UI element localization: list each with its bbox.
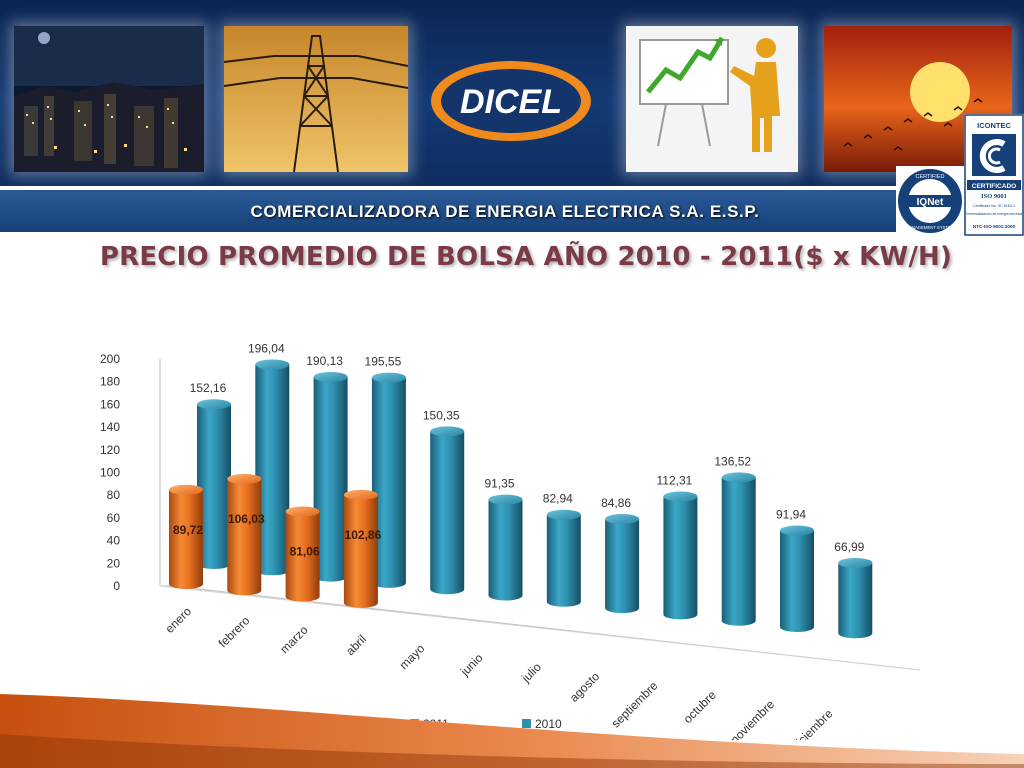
svg-text:ICONTEC: ICONTEC bbox=[977, 121, 1011, 130]
y-tick-label: 80 bbox=[107, 488, 121, 502]
svg-text:Comercialización de energía el: Comercialización de energía eléctrica bbox=[966, 212, 1023, 216]
data-label-2010: 112,31 bbox=[656, 473, 692, 487]
presenter-chart-photo bbox=[626, 26, 798, 172]
svg-text:ISO 9001: ISO 9001 bbox=[981, 193, 1007, 200]
data-label-2011: 106,03 bbox=[228, 512, 265, 526]
svg-text:Certificado No. SC 6183-1: Certificado No. SC 6183-1 bbox=[973, 204, 1015, 208]
y-tick-label: 40 bbox=[107, 534, 121, 548]
data-label-2010: 195,55 bbox=[365, 355, 402, 369]
y-tick-label: 180 bbox=[100, 375, 120, 389]
bar-2010 bbox=[780, 525, 814, 632]
data-label-2010: 66,99 bbox=[834, 540, 864, 554]
x-tick-label: junio bbox=[457, 650, 486, 679]
data-label-2010: 152,16 bbox=[190, 381, 227, 395]
y-tick-label: 120 bbox=[100, 443, 120, 457]
x-tick-label: mayo bbox=[397, 641, 428, 672]
svg-text:CERTIFICADO: CERTIFICADO bbox=[972, 183, 1016, 190]
data-label-2010: 136,52 bbox=[714, 454, 751, 468]
bar-2010 bbox=[546, 509, 581, 607]
bar-2011 bbox=[227, 473, 262, 596]
data-label-2011: 102,86 bbox=[345, 528, 382, 542]
data-label-2011: 89,72 bbox=[173, 523, 203, 537]
x-tick-label: julio bbox=[518, 660, 544, 686]
company-name: COMERCIALIZADORA DE ENERGIA ELECTRICA S.… bbox=[250, 202, 760, 221]
power-tower-photo bbox=[224, 26, 408, 172]
company-band: COMERCIALIZADORA DE ENERGIA ELECTRICA S.… bbox=[0, 190, 1024, 232]
header-divider bbox=[0, 186, 1024, 190]
bar-2010 bbox=[605, 513, 640, 614]
bar-2011 bbox=[169, 484, 203, 589]
bar-2010 bbox=[721, 472, 756, 626]
y-tick-label: 20 bbox=[107, 556, 121, 570]
svg-text:IQNet: IQNet bbox=[917, 197, 944, 208]
header-banner: DICEL bbox=[0, 0, 1024, 186]
bar-2010 bbox=[255, 359, 290, 576]
page-title: PRECIO PROMEDIO DE BOLSA AÑO 2010 - 2011… bbox=[99, 242, 953, 272]
data-label-2010: 82,94 bbox=[543, 492, 573, 506]
data-label-2011: 81,06 bbox=[290, 544, 320, 558]
y-tick-label: 100 bbox=[100, 466, 120, 480]
bar-2010 bbox=[430, 426, 465, 595]
legend-swatch bbox=[522, 719, 531, 728]
svg-text:MANAGEMENT SYSTEM: MANAGEMENT SYSTEM bbox=[906, 225, 955, 230]
x-tick-label: marzo bbox=[277, 623, 311, 657]
bar-2010 bbox=[197, 399, 231, 569]
data-label-2010: 190,13 bbox=[306, 354, 343, 368]
legend-label: 2010 bbox=[535, 717, 562, 731]
y-tick-label: 60 bbox=[107, 511, 121, 525]
y-tick-label: 0 bbox=[113, 579, 120, 593]
svg-text:NTC-ISO 9001:2000: NTC-ISO 9001:2000 bbox=[973, 224, 1016, 229]
data-label-2010: 91,35 bbox=[484, 477, 514, 491]
logo-text: DICEL bbox=[460, 83, 562, 121]
y-tick-label: 200 bbox=[100, 352, 120, 366]
bottom-swoosh bbox=[0, 694, 1024, 768]
bar-2011 bbox=[343, 489, 378, 608]
data-label-2010: 150,35 bbox=[423, 408, 460, 422]
icontec-certificate: ICONTEC CERTIFICADO ISO 9001 Certificado… bbox=[964, 114, 1024, 236]
bar-chart: 0 20 40 60 80 100 120 140 160 180 200 enero febrero… bbox=[100, 341, 921, 740]
bar-2010 bbox=[488, 494, 523, 601]
bar-2010 bbox=[371, 372, 406, 588]
y-tick-label: 140 bbox=[100, 420, 120, 434]
x-tick-label: enero bbox=[163, 604, 195, 636]
bar-2011 bbox=[285, 506, 320, 602]
x-tick-label: abril bbox=[343, 632, 369, 658]
dicel-logo: DICEL bbox=[431, 61, 591, 141]
city-night-photo bbox=[14, 26, 204, 172]
bar-2010 bbox=[838, 557, 873, 639]
data-label-2010: 196,04 bbox=[248, 341, 285, 355]
x-tick-label: febrero bbox=[216, 613, 253, 650]
bar-2010 bbox=[663, 491, 698, 620]
data-label-2010: 84,86 bbox=[601, 496, 631, 510]
bar-2010 bbox=[313, 371, 348, 582]
iqnet-certificate: IQNet CERTIFIED MANAGEMENT SYSTEM bbox=[896, 166, 964, 236]
y-tick-label: 160 bbox=[100, 397, 120, 411]
svg-text:CERTIFIED: CERTIFIED bbox=[916, 174, 945, 180]
data-label-2010: 91,94 bbox=[776, 507, 806, 521]
